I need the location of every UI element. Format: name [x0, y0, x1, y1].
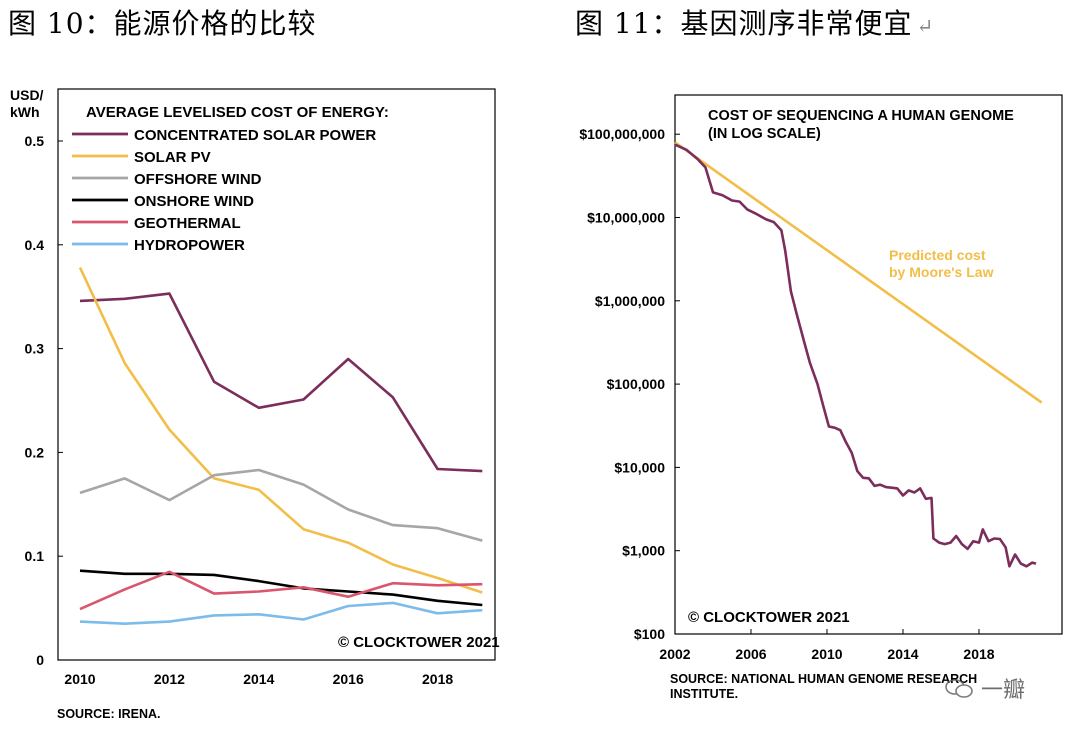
return-mark-icon: ↵ [916, 14, 935, 38]
energy-y-axis: 0 0.1 0.2 0.3 0.4 0.5 [25, 133, 63, 668]
genome-x-tick-label: 2018 [963, 646, 994, 662]
series-line-geothermal [79, 570, 483, 611]
energy-source-note: SOURCE: IRENA. [57, 707, 160, 722]
energy-copyright: © CLOCKTOWER 2021 [338, 634, 500, 651]
series-line-onshore [79, 569, 483, 607]
energy-x-axis: 2010 2012 2014 2016 2018 [64, 671, 453, 687]
legend-label-onshore: ONSHORE WIND [134, 193, 254, 210]
moore-annotation-line1: Predicted cost [889, 247, 986, 263]
series-line-csp [79, 292, 483, 473]
energy-x-tick-label: 2018 [422, 671, 453, 687]
genome-title-line1: COST OF SEQUENCING A HUMAN GENOME [708, 108, 1014, 124]
energy-y-tick-label: 0.1 [25, 548, 45, 564]
energy-unit-label-line2: kWh [10, 104, 40, 120]
genome-x-tick-label: 2006 [735, 646, 766, 662]
genome-y-tick-label: $100 [634, 626, 665, 642]
energy-y-tick-label: 0.2 [25, 444, 45, 460]
energy-y-tick-label: 0.3 [25, 341, 45, 357]
genome-source-note: SOURCE: NATIONAL HUMAN GENOME RESEARCH I… [670, 672, 977, 702]
energy-chart-frame [57, 88, 496, 661]
watermark-text: 一瓣 [981, 678, 1026, 703]
genome-source-line2: INSTITUTE. [670, 687, 739, 701]
genome-x-tick-label: 2010 [811, 646, 842, 662]
right-figure-caption: 图 11：基因测序非常便宜 ↵ [575, 2, 934, 42]
energy-x-tick-label: 2010 [64, 671, 95, 687]
genome-series-lines [674, 141, 1043, 568]
energy-series-lines [78, 267, 483, 626]
genome-chart-frame [674, 94, 1063, 635]
genome-y-tick-label: $100,000,000 [579, 126, 665, 142]
wechat-icon [944, 678, 981, 703]
genome-source-line1: SOURCE: NATIONAL HUMAN GENOME RESEARCH [670, 672, 978, 686]
legend-label-geothermal: GEOTHERMAL [134, 215, 241, 232]
energy-legend: CONCENTRATED SOLAR POWER SOLAR PV OFFSHORE… [72, 127, 376, 254]
legend-label-csp: CONCENTRATED SOLAR POWER [134, 127, 376, 144]
energy-y-tick-label: 0 [36, 652, 44, 668]
energy-y-tick-label: 0.4 [25, 237, 45, 253]
genome-y-tick-label: $10,000 [614, 459, 665, 475]
left-figure-caption: 图 10：能源价格的比较 [8, 2, 317, 42]
legend-label-solar_pv: SOLAR PV [134, 149, 211, 166]
series-line-offshore [79, 468, 483, 542]
genome-x-axis: 2002 2006 2010 2014 2018 [659, 629, 995, 662]
legend-label-offshore: OFFSHORE WIND [134, 171, 262, 188]
energy-source-text: SOURCE: IRENA. [57, 707, 161, 721]
genome-x-tick-label: 2002 [659, 646, 690, 662]
series-line-genome [674, 143, 1037, 568]
energy-x-tick-label: 2012 [154, 671, 185, 687]
watermark: 一瓣 [944, 672, 1025, 704]
left-caption-text: 图 10：能源价格的比较 [8, 7, 317, 40]
energy-cost-chart: USD/ kWh 00.10.20.30.40.5 2010 2012 2014 20… [10, 87, 500, 687]
genome-y-tick-label: $100,000 [607, 376, 666, 392]
genome-x-tick-label: 2014 [887, 646, 918, 662]
genome-y-tick-label: $1,000,000 [595, 293, 665, 309]
genome-y-axis: $100,000,000 $10,000,000 $1,000,000 $100,00… [579, 126, 680, 642]
genome-copyright: © CLOCKTOWER 2021 [688, 609, 850, 626]
series-line-moore [674, 141, 1043, 404]
energy-x-tick-label: 2016 [333, 671, 364, 687]
energy-unit-label-line1: USD/ [10, 87, 44, 103]
right-caption-text: 图 11：基因测序非常便宜 [575, 7, 913, 40]
genome-y-tick-label: $1,000 [622, 543, 665, 559]
legend-label-hydro: HYDROPOWER [134, 237, 245, 254]
genome-y-tick-label: $10,000,000 [587, 210, 665, 226]
genome-cost-chart: COST OF SEQUENCING A HUMAN GENOME (IN LO… [579, 94, 1063, 662]
moore-annotation-line2: by Moore's Law [889, 264, 994, 280]
series-line-solar_pv [78, 267, 483, 594]
energy-y-tick-label: 0.5 [25, 133, 45, 149]
energy-legend-title: AVERAGE LEVELISED COST OF ENERGY: [86, 104, 389, 121]
genome-title-line2: (IN LOG SCALE) [708, 126, 821, 142]
series-line-hydro [79, 601, 483, 626]
energy-x-tick-label: 2014 [243, 671, 274, 687]
